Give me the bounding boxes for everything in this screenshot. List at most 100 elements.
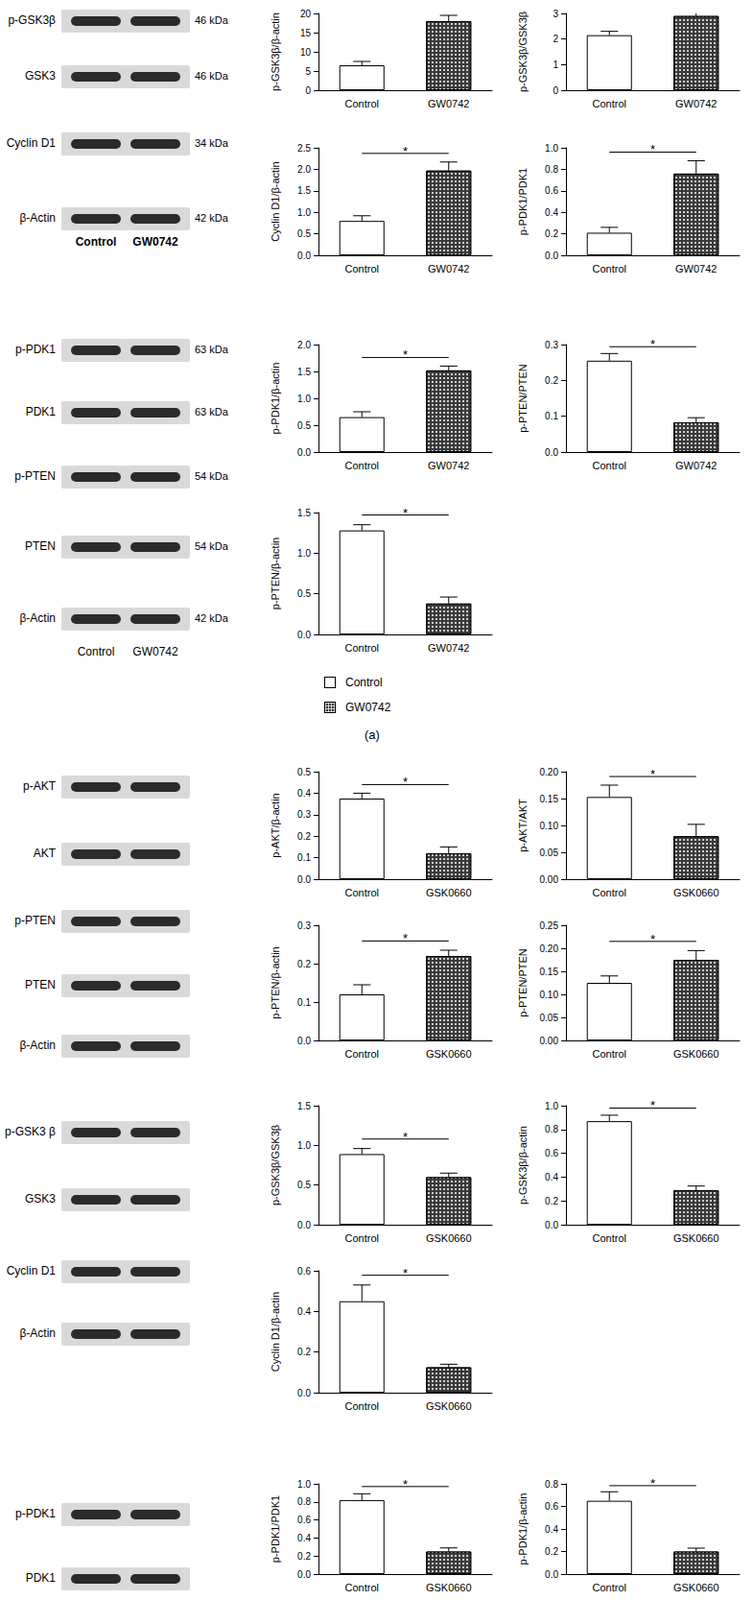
svg-text:0.05: 0.05 xyxy=(540,1011,560,1023)
svg-text:p-AKT/β-actin: p-AKT/β-actin xyxy=(269,792,282,857)
svg-text:0.8: 0.8 xyxy=(544,1478,559,1489)
svg-text:1.0: 1.0 xyxy=(297,547,311,559)
svg-text:0.2: 0.2 xyxy=(297,958,311,969)
svg-text:p-PTEN/β-actin: p-PTEN/β-actin xyxy=(269,945,282,1018)
svg-text:Control: Control xyxy=(345,1580,379,1593)
svg-text:1.0: 1.0 xyxy=(297,1139,311,1151)
svg-text:0.1: 0.1 xyxy=(297,851,311,863)
svg-text:0.20: 0.20 xyxy=(540,942,560,954)
svg-text:0.3: 0.3 xyxy=(297,808,311,820)
svg-text:p-GSK3β/β-actin: p-GSK3β/β-actin xyxy=(269,12,282,92)
svg-text:0.05: 0.05 xyxy=(540,847,560,858)
svg-text:0.4: 0.4 xyxy=(544,1171,559,1182)
svg-text:1.5: 1.5 xyxy=(297,185,311,196)
svg-text:0.4: 0.4 xyxy=(544,207,559,218)
svg-text:GSK0660: GSK0660 xyxy=(673,1580,720,1593)
svg-text:1.0: 1.0 xyxy=(544,142,559,154)
svg-text:0.2: 0.2 xyxy=(544,1545,559,1556)
svg-text:0.0: 0.0 xyxy=(544,1568,559,1579)
svg-text:0.2: 0.2 xyxy=(544,228,559,239)
svg-text:GSK0660: GSK0660 xyxy=(425,1580,472,1593)
svg-text:0.5: 0.5 xyxy=(297,228,311,239)
svg-text:0.0: 0.0 xyxy=(544,447,559,458)
svg-text:*: * xyxy=(650,336,656,352)
svg-text:0.6: 0.6 xyxy=(544,1147,559,1158)
svg-text:0.3: 0.3 xyxy=(544,339,559,351)
svg-text:*: * xyxy=(650,1475,656,1490)
svg-text:0.6: 0.6 xyxy=(297,1265,311,1276)
svg-text:*: * xyxy=(402,505,408,520)
svg-text:10: 10 xyxy=(300,47,312,58)
svg-text:p-PDK1/PDK1: p-PDK1/PDK1 xyxy=(269,1494,282,1562)
svg-text:Control: Control xyxy=(345,886,379,898)
svg-text:p-PDK1/PDK1: p-PDK1/PDK1 xyxy=(517,167,529,236)
svg-text:GW0742: GW0742 xyxy=(427,641,470,654)
svg-text:p-PDK1/β-actin: p-PDK1/β-actin xyxy=(269,362,282,435)
svg-text:1.5: 1.5 xyxy=(297,507,311,518)
svg-text:20: 20 xyxy=(300,8,312,20)
svg-text:0.4: 0.4 xyxy=(544,1523,559,1534)
svg-text:0.2: 0.2 xyxy=(544,1195,559,1206)
svg-text:GSK0660: GSK0660 xyxy=(425,1399,472,1412)
svg-text:2.0: 2.0 xyxy=(297,164,311,175)
svg-text:0.8: 0.8 xyxy=(297,1495,311,1506)
svg-text:1.0: 1.0 xyxy=(297,207,311,218)
svg-text:0.2: 0.2 xyxy=(297,1345,311,1357)
svg-text:Control: Control xyxy=(345,459,379,471)
svg-text:*: * xyxy=(402,1265,408,1280)
svg-text:0.0: 0.0 xyxy=(297,1387,311,1398)
svg-text:GSK0660: GSK0660 xyxy=(673,1047,720,1059)
svg-text:1: 1 xyxy=(552,59,559,71)
svg-text:0.8: 0.8 xyxy=(544,1123,559,1134)
svg-text:5: 5 xyxy=(305,66,311,77)
svg-text:0: 0 xyxy=(305,85,311,96)
svg-text:0.00: 0.00 xyxy=(540,1035,560,1046)
svg-text:3: 3 xyxy=(552,8,559,20)
svg-text:0.20: 0.20 xyxy=(540,766,560,777)
svg-text:*: * xyxy=(650,141,656,157)
svg-text:Control: Control xyxy=(345,641,379,654)
svg-text:GW0742: GW0742 xyxy=(675,262,717,275)
svg-text:0.5: 0.5 xyxy=(297,588,311,599)
svg-text:0.00: 0.00 xyxy=(540,873,560,885)
svg-text:0.1: 0.1 xyxy=(544,410,559,422)
svg-text:p-PDK1/β-actin: p-PDK1/β-actin xyxy=(517,1492,529,1565)
svg-text:0.0: 0.0 xyxy=(544,250,559,261)
svg-text:Control: Control xyxy=(592,1231,627,1244)
svg-text:*: * xyxy=(402,930,408,945)
svg-text:0.5: 0.5 xyxy=(297,1178,311,1190)
svg-text:p-GSK3β/GSK3β: p-GSK3β/GSK3β xyxy=(517,11,529,93)
svg-text:*: * xyxy=(402,347,408,362)
svg-text:0.4: 0.4 xyxy=(297,1305,311,1317)
svg-text:GSK0660: GSK0660 xyxy=(673,1231,720,1244)
svg-text:GW0742: GW0742 xyxy=(675,459,717,471)
svg-text:0.5: 0.5 xyxy=(297,766,311,777)
svg-text:2.5: 2.5 xyxy=(297,142,311,154)
svg-text:*: * xyxy=(402,143,408,159)
svg-text:Control: Control xyxy=(592,97,627,110)
svg-text:GSK0660: GSK0660 xyxy=(425,1231,472,1244)
svg-text:Cyclin D1/β-actin: Cyclin D1/β-actin xyxy=(269,1291,282,1371)
svg-text:1.0: 1.0 xyxy=(297,393,311,404)
svg-text:*: * xyxy=(402,774,408,789)
svg-text:0.25: 0.25 xyxy=(540,919,560,931)
svg-text:p-GSK3β/GSK3β: p-GSK3β/GSK3β xyxy=(269,1124,282,1205)
svg-text:p-PTEN/PTEN: p-PTEN/PTEN xyxy=(517,947,529,1017)
svg-text:0: 0 xyxy=(552,85,559,96)
svg-text:1.5: 1.5 xyxy=(297,1100,311,1111)
svg-text:0.0: 0.0 xyxy=(297,1219,311,1230)
svg-text:Control: Control xyxy=(345,262,379,275)
svg-text:GSK0660: GSK0660 xyxy=(425,1047,472,1059)
svg-text:0.15: 0.15 xyxy=(540,793,560,804)
svg-text:*: * xyxy=(650,1097,656,1112)
svg-text:Control: Control xyxy=(345,1231,379,1244)
svg-text:1.5: 1.5 xyxy=(297,366,311,377)
svg-text:0.0: 0.0 xyxy=(297,873,311,885)
svg-text:p-PTEN/β-actin: p-PTEN/β-actin xyxy=(269,537,282,610)
svg-text:0.0: 0.0 xyxy=(297,629,311,640)
svg-text:GSK0660: GSK0660 xyxy=(673,886,720,898)
svg-text:0.6: 0.6 xyxy=(544,1500,559,1511)
svg-text:2: 2 xyxy=(552,33,559,45)
svg-text:0.4: 0.4 xyxy=(297,787,311,799)
svg-text:Control: Control xyxy=(592,262,627,275)
